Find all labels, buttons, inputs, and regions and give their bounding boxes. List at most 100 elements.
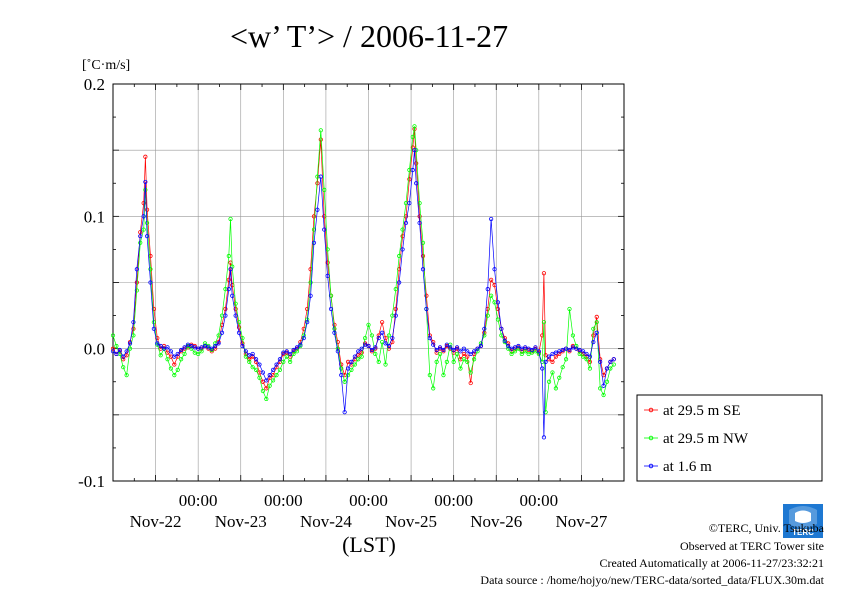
data-point: [427, 335, 432, 341]
data-point: [598, 386, 603, 391]
data-point: [325, 260, 330, 265]
data-point: [397, 280, 402, 285]
x-axis: 00:00 00:00 00:00 00:00 00:00 Nov-22 Nov-23 Nov…: [112, 84, 625, 531]
series-layer: [110, 124, 616, 440]
data-point: [519, 346, 524, 351]
y-tick-label: 0.2: [84, 75, 105, 94]
data-point: [451, 359, 456, 364]
data-point: [352, 362, 357, 367]
data-point: [380, 339, 385, 345]
x-axis-title: (LST): [342, 532, 396, 557]
data-point: [236, 320, 242, 325]
data-point: [216, 333, 221, 338]
data-point: [257, 362, 262, 367]
data-point: [233, 306, 238, 312]
data-point: [489, 216, 494, 222]
data-point: [499, 326, 504, 331]
data-point: [165, 350, 170, 355]
data-point: [247, 359, 252, 364]
x-date-label: Nov-23: [215, 512, 267, 531]
data-point: [584, 357, 589, 362]
data-point: [594, 320, 599, 325]
data-point: [179, 357, 184, 362]
data-point: [131, 333, 136, 338]
data-point: [468, 380, 473, 386]
data-point: [563, 357, 569, 362]
data-point: [165, 357, 170, 362]
data-point: [274, 373, 279, 378]
data-point: [502, 338, 507, 343]
data-point: [192, 345, 197, 350]
data-point: [202, 341, 208, 346]
data-point: [223, 306, 228, 312]
data-point: [465, 359, 470, 364]
data-point: [127, 346, 133, 351]
data-point: [441, 347, 446, 353]
data-point: [523, 349, 528, 354]
data-point: [414, 148, 419, 153]
data-point: [376, 335, 381, 341]
data-point: [427, 373, 432, 378]
data-point: [577, 347, 582, 353]
data-point: [485, 287, 490, 292]
data-point: [444, 359, 449, 364]
data-point: [553, 354, 558, 359]
data-point: [594, 314, 599, 320]
data-point: [192, 350, 197, 355]
data-point: [257, 375, 262, 380]
data-point: [168, 366, 174, 371]
legend-label: at 29.5 m SE: [663, 403, 741, 419]
data-point: [356, 349, 361, 354]
x-tick-label: 00:00: [434, 491, 473, 510]
data-point: [175, 367, 180, 372]
data-point: [294, 345, 300, 350]
data-point: [560, 347, 565, 353]
data-point: [478, 343, 484, 349]
data-point: [264, 396, 269, 402]
data-point: [124, 353, 129, 358]
terc-logo-emblem: [795, 510, 811, 523]
data-point: [495, 317, 501, 322]
legend-item: at 29.5 m SE: [644, 403, 741, 419]
data-point: [420, 253, 426, 259]
data-point: [553, 350, 558, 355]
data-point: [475, 346, 480, 351]
data-point: [434, 350, 439, 355]
data-point: [298, 342, 303, 347]
data-point: [410, 134, 415, 140]
data-point: [158, 353, 163, 358]
data-point: [339, 366, 344, 371]
data-point: [264, 378, 269, 383]
data-point: [509, 351, 514, 357]
data-point: [345, 366, 351, 371]
data-point: [512, 345, 518, 350]
data-point: [400, 227, 405, 232]
legend: at 29.5 m SE at 29.5 m NW at 1.6 m: [636, 394, 823, 482]
data-point: [482, 333, 487, 338]
data-point: [230, 293, 235, 298]
data-point: [308, 293, 313, 298]
data-point: [424, 293, 429, 298]
data-point: [516, 343, 521, 349]
data-point: [322, 227, 327, 232]
series-line: [112, 150, 615, 438]
data-point: [506, 343, 511, 349]
data-point: [114, 343, 119, 349]
data-point: [570, 333, 576, 338]
x-date-label: Nov-24: [300, 512, 352, 531]
data-point: [143, 154, 148, 159]
data-point: [236, 330, 242, 335]
data-point: [541, 271, 547, 276]
data-point: [451, 347, 456, 353]
data-point: [189, 343, 194, 349]
data-point: [189, 346, 194, 351]
data-point: [342, 379, 347, 384]
footer-source: Data source : /home/hojyo/new/TERC-data/…: [480, 573, 824, 587]
data-point: [318, 174, 323, 179]
data-point: [437, 351, 443, 357]
data-point: [591, 326, 596, 331]
data-point: [325, 273, 330, 278]
terc-logo-text: TERC: [792, 528, 814, 537]
data-point: [121, 365, 126, 370]
data-point: [233, 301, 238, 306]
